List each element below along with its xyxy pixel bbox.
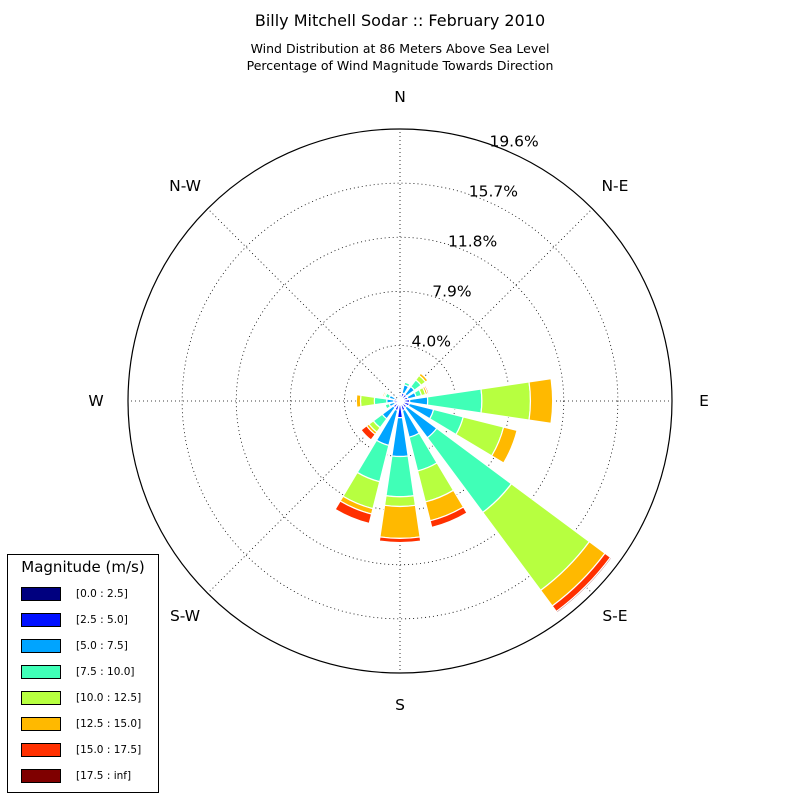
wind-sector-bar	[418, 372, 429, 383]
legend-swatch	[21, 613, 61, 627]
legend-swatch	[21, 691, 61, 705]
magnitude-legend: Magnitude (m/s) [0.0 : 2.5] [2.5 : 5.0] [5…	[7, 554, 159, 793]
direction-label: S-E	[602, 607, 627, 625]
wind-sector-bar	[490, 426, 518, 464]
legend-swatch	[21, 665, 61, 679]
polar-frame	[127, 128, 673, 674]
wind-sector-bar	[359, 394, 376, 408]
legend-swatch	[21, 769, 61, 783]
direction-label: N-W	[169, 177, 201, 195]
legend-label: [7.5 : 10.0]	[76, 666, 135, 678]
legend-item: [15.0 : 17.5]	[20, 743, 160, 759]
ring-gridline	[235, 236, 565, 566]
legend-swatch	[21, 587, 61, 601]
direction-label: S	[395, 696, 405, 714]
wind-sector-bar	[379, 504, 421, 539]
spoke-gridline	[399, 208, 593, 402]
legend-title: Magnitude (m/s)	[21, 558, 145, 576]
wind-sector-bar	[384, 402, 392, 410]
legend-label: [2.5 : 5.0]	[76, 614, 128, 626]
legend-label: [10.0 : 12.5]	[76, 692, 142, 704]
direction-label: E	[699, 392, 709, 410]
legend-label: [15.0 : 17.5]	[76, 744, 142, 756]
chart-title: Billy Mitchell Sodar :: February 2010	[254, 11, 546, 30]
ring-gridline	[181, 182, 619, 620]
direction-label: W	[88, 392, 103, 410]
legend-item: [10.0 : 12.5]	[20, 691, 160, 707]
legend-item: [17.5 : inf]	[20, 769, 160, 785]
wind-sector-bar	[480, 381, 531, 421]
legend-item: [0.0 : 2.5]	[20, 587, 160, 603]
legend-item: [5.0 : 7.5]	[20, 639, 160, 655]
wind-sector-bar	[334, 500, 373, 525]
spoke-gridline	[207, 400, 401, 594]
legend-swatch	[21, 639, 61, 653]
legend-item: [7.5 : 10.0]	[20, 665, 160, 681]
wind-sector-bar	[528, 378, 554, 424]
direction-label: N	[394, 88, 406, 106]
legend-item: [2.5 : 5.0]	[20, 613, 160, 629]
legend-swatch	[21, 717, 61, 731]
wind-sector-bar	[378, 536, 422, 544]
legend-label: [5.0 : 7.5]	[76, 640, 128, 652]
wind-sector-bar	[355, 393, 362, 409]
wind-sector-bar	[555, 556, 613, 614]
radial-tick-label: 19.6%	[489, 133, 538, 151]
radial-tick-label: 15.7%	[469, 183, 518, 201]
legend-swatch	[21, 743, 61, 757]
wind-sector-bar	[385, 455, 415, 498]
legend-label: [0.0 : 2.5]	[76, 588, 128, 600]
direction-label: N-E	[601, 177, 628, 195]
wind-sector-bar	[396, 395, 401, 401]
radial-tick-label: 11.8%	[448, 233, 497, 251]
wind-sector-bar	[383, 495, 417, 508]
wind-sector-bar	[429, 506, 468, 529]
wind-sector-bar	[403, 381, 411, 388]
wind-sector-bar	[360, 424, 377, 441]
legend-label: [17.5 : inf]	[76, 770, 132, 782]
wind-sector-bar	[373, 396, 388, 406]
chart-subtitle-line-1: Wind Distribution at 86 Meters Above Sea…	[250, 41, 550, 56]
wind-sector-bar	[381, 390, 387, 398]
legend-item: [12.5 : 15.0]	[20, 717, 160, 733]
chart-subtitle-line-2: Percentage of Wind Magnitude Towards Dir…	[246, 58, 554, 73]
direction-label: S-W	[170, 607, 200, 625]
radial-tick-label: 4.0%	[412, 333, 451, 351]
radial-tick-label: 7.9%	[432, 283, 471, 301]
wind-sector-bar	[423, 384, 430, 395]
spoke-gridline	[207, 208, 401, 402]
legend-label: [12.5 : 15.0]	[76, 718, 142, 730]
